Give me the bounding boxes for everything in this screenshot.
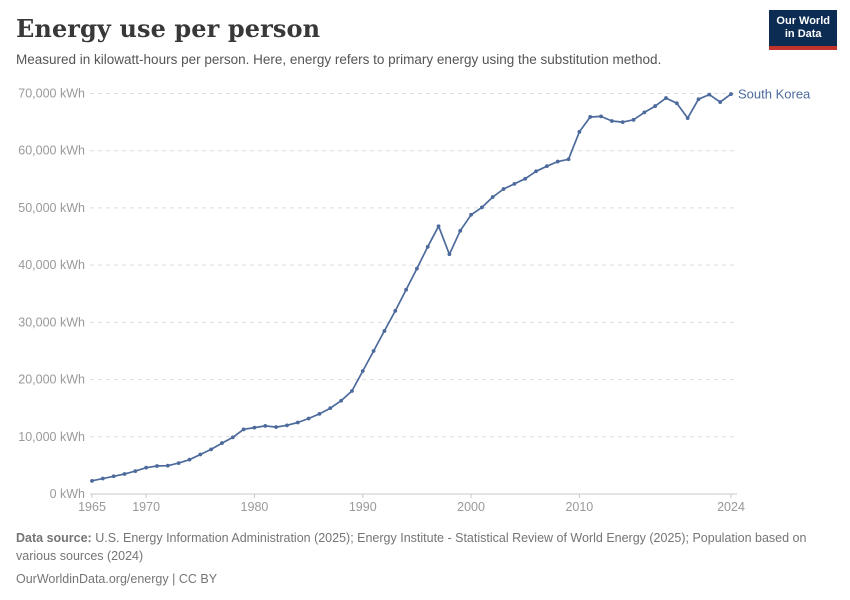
data-point[interactable] xyxy=(220,441,224,445)
data-source-text: U.S. Energy Information Administration (… xyxy=(16,531,807,563)
x-axis-tick-label: 1970 xyxy=(132,500,160,514)
x-axis-tick-label: 2010 xyxy=(565,500,593,514)
data-point[interactable] xyxy=(382,329,387,333)
data-point[interactable] xyxy=(165,463,170,468)
data-point[interactable] xyxy=(295,420,300,425)
data-point[interactable] xyxy=(100,476,105,481)
data-point[interactable] xyxy=(512,181,517,186)
owid-logo[interactable]: Our World in Data xyxy=(769,10,837,50)
data-point[interactable] xyxy=(328,406,333,411)
y-axis-tick-label: 50,000 kWh xyxy=(18,201,85,215)
data-point[interactable] xyxy=(252,425,257,430)
data-point[interactable] xyxy=(642,110,647,115)
data-point[interactable] xyxy=(133,469,138,474)
data-point[interactable] xyxy=(350,389,354,393)
data-point[interactable] xyxy=(588,115,593,119)
y-axis-tick-label: 20,000 kWh xyxy=(18,373,85,387)
data-point[interactable] xyxy=(436,224,441,229)
data-point[interactable] xyxy=(685,116,690,121)
data-point[interactable] xyxy=(534,169,538,174)
data-point[interactable] xyxy=(306,416,311,421)
data-point[interactable] xyxy=(707,92,712,97)
data-point[interactable] xyxy=(523,176,528,181)
series-line[interactable] xyxy=(91,93,732,482)
data-point[interactable] xyxy=(393,309,398,313)
data-point[interactable] xyxy=(577,129,582,134)
x-axis-tick-label: 2000 xyxy=(457,500,485,514)
data-point[interactable] xyxy=(90,478,94,483)
data-point[interactable] xyxy=(609,119,614,123)
data-point[interactable] xyxy=(696,97,701,102)
owid-logo-line1: Our World xyxy=(776,15,830,27)
data-source-label: Data source: xyxy=(16,531,92,545)
data-point[interactable] xyxy=(447,252,452,257)
data-point[interactable] xyxy=(425,244,430,249)
data-point[interactable] xyxy=(555,159,560,164)
separator: | xyxy=(168,572,179,586)
data-point[interactable] xyxy=(155,464,159,468)
data-point[interactable] xyxy=(209,447,214,452)
license-line: OurWorldinData.org/energy | CC BY xyxy=(16,570,828,588)
data-point[interactable] xyxy=(285,423,289,428)
data-point[interactable] xyxy=(241,427,246,432)
y-axis-tick-label: 0 kWh xyxy=(50,487,85,501)
data-point[interactable] xyxy=(360,369,365,373)
series-label: South Korea xyxy=(738,87,811,102)
y-axis-tick-label: 30,000 kWh xyxy=(18,315,85,329)
data-point[interactable] xyxy=(111,474,116,479)
line-chart-canvas[interactable]: 0 kWh 10,000 kWh 20,000 kWh 30,000 kWh 40,00… xyxy=(0,75,850,525)
data-point[interactable] xyxy=(620,120,625,125)
data-point[interactable] xyxy=(544,164,549,169)
data-point[interactable] xyxy=(198,452,203,457)
page-title: Energy use per person xyxy=(16,14,321,43)
data-point[interactable] xyxy=(674,101,679,106)
chart-subtitle: Measured in kilowatt-hours per person. H… xyxy=(16,52,662,67)
data-point[interactable] xyxy=(371,349,376,353)
data-point[interactable] xyxy=(144,465,149,470)
data-point[interactable] xyxy=(631,117,636,122)
x-axis-tick-label: 2024 xyxy=(717,500,745,514)
data-point[interactable] xyxy=(415,266,419,271)
data-point[interactable] xyxy=(404,287,408,292)
data-point[interactable] xyxy=(458,228,463,233)
data-point[interactable] xyxy=(263,424,268,428)
header: Energy use per person Measured in kilowa… xyxy=(16,14,756,68)
data-point[interactable] xyxy=(729,92,733,96)
data-point[interactable] xyxy=(469,212,473,217)
data-point[interactable] xyxy=(230,435,235,440)
y-axis-tick-label: 60,000 kWh xyxy=(18,144,85,158)
data-point[interactable] xyxy=(599,114,603,119)
data-point[interactable] xyxy=(718,100,723,104)
x-axis-tick-label: 1965 xyxy=(78,500,106,514)
y-axis-tick-label: 40,000 kWh xyxy=(18,258,85,272)
x-axis-tick-label: 1980 xyxy=(241,500,269,514)
data-point[interactable] xyxy=(176,461,181,466)
data-point[interactable] xyxy=(479,205,484,210)
data-point[interactable] xyxy=(664,96,668,100)
data-point[interactable] xyxy=(317,412,322,416)
data-point[interactable] xyxy=(566,157,571,162)
data-point[interactable] xyxy=(501,187,506,191)
y-axis-tick-label: 10,000 kWh xyxy=(18,430,85,444)
data-point[interactable] xyxy=(187,457,192,462)
cc-by-link[interactable]: CC BY xyxy=(178,572,218,586)
data-point[interactable] xyxy=(122,472,127,476)
chart-footer: Data source: U.S. Energy Information Adm… xyxy=(16,529,828,588)
data-point[interactable] xyxy=(339,398,344,403)
data-point[interactable] xyxy=(653,104,658,108)
y-axis-tick-label: 70,000 kWh xyxy=(18,87,85,101)
owid-url-link[interactable]: OurWorldinData.org/energy xyxy=(16,572,169,586)
data-point[interactable] xyxy=(490,195,495,199)
x-axis-tick-label: 1990 xyxy=(349,500,377,514)
data-point[interactable] xyxy=(274,425,279,429)
owid-logo-line2: in Data xyxy=(784,28,822,40)
data-source-line: Data source: U.S. Energy Information Adm… xyxy=(16,529,828,565)
